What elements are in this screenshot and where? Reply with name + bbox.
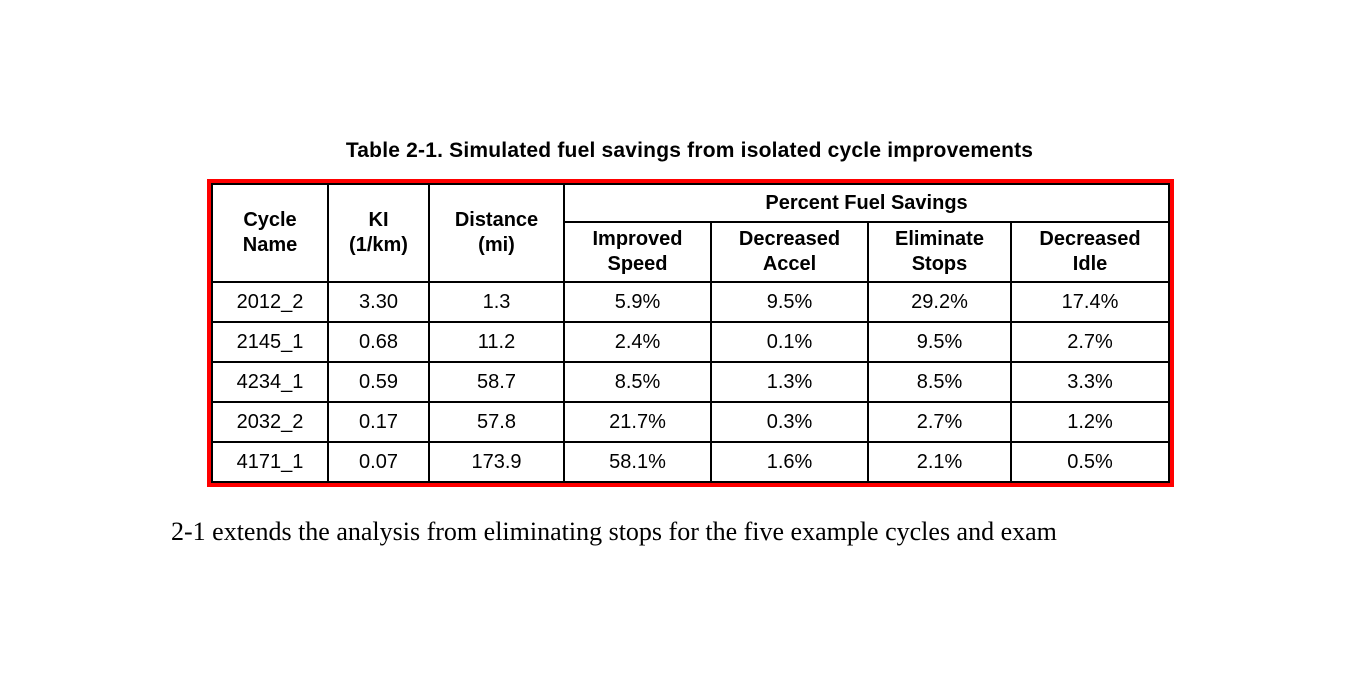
table-header-row-group: Cycle Name KI (1/km) Distance (mi) Perce… (211, 183, 1171, 283)
cell-ki: 0.68 (327, 321, 430, 363)
cell-distance: 58.7 (428, 361, 565, 403)
cell-eliminate-stops: 8.5% (867, 361, 1012, 403)
table-caption: Table 2-1. Simulated fuel savings from i… (345, 139, 1034, 162)
cell-decreased-accel: 1.6% (710, 441, 869, 483)
header-cell-percent-fuel-savings: Percent Fuel Savings (562, 183, 1171, 223)
table-header: Cycle Name KI (1/km) Distance (mi) Perce… (211, 183, 1171, 283)
cell-decreased-accel: 0.3% (710, 401, 869, 443)
cell-eliminate-stops: 2.7% (867, 401, 1012, 443)
header-cell-ki: KI (1/km) (327, 183, 430, 283)
cell-ki: 0.07 (327, 441, 430, 483)
cell-cycle-name: 2145_1 (211, 321, 329, 363)
paragraph-text: 2-1 extends the analysis from eliminatin… (171, 517, 1057, 546)
table-row: 2032_2 0.17 57.8 21.7% 0.3% 2.7% 1.2% (211, 401, 1171, 443)
header-cell-improved-speed: Improved Speed (563, 221, 712, 283)
fuel-savings-table: Cycle Name KI (1/km) Distance (mi) Perce… (211, 183, 1171, 483)
cell-decreased-accel: 1.3% (710, 361, 869, 403)
table-header-row-sub: Improved Speed Decreased Accel Eliminate… (212, 221, 1171, 283)
cell-decreased-idle: 0.5% (1009, 441, 1171, 483)
table-body: 2012_2 3.30 1.3 5.9% 9.5% 29.2% 17.4% 21… (211, 281, 1171, 483)
header-cell-eliminate-stops: Eliminate Stops (867, 221, 1012, 283)
cell-cycle-name: 2012_2 (211, 281, 329, 323)
table-row: 2012_2 3.30 1.3 5.9% 9.5% 29.2% 17.4% (211, 281, 1171, 323)
cell-eliminate-stops: 29.2% (867, 281, 1012, 323)
header-cell-distance: Distance (mi) (428, 183, 565, 283)
cell-ki: 0.59 (327, 361, 430, 403)
cell-improved-speed: 21.7% (563, 401, 712, 443)
cell-distance: 11.2 (428, 321, 565, 363)
table-row: 2145_1 0.68 11.2 2.4% 0.1% 9.5% 2.7% (211, 321, 1171, 363)
cell-ki: 3.30 (327, 281, 430, 323)
cell-decreased-idle: 2.7% (1009, 321, 1171, 363)
table-red-frame: Cycle Name KI (1/km) Distance (mi) Perce… (207, 179, 1175, 487)
cell-decreased-idle: 3.3% (1009, 361, 1171, 403)
cell-improved-speed: 5.9% (563, 281, 712, 323)
cell-decreased-idle: 17.4% (1009, 281, 1171, 323)
cell-distance: 1.3 (428, 281, 565, 323)
table-row: 4171_1 0.07 173.9 58.1% 1.6% 2.1% 0.5% (211, 441, 1171, 483)
cell-improved-speed: 58.1% (563, 441, 712, 483)
cell-improved-speed: 2.4% (563, 321, 712, 363)
cell-cycle-name: 2032_2 (211, 401, 329, 443)
cell-ki: 0.17 (327, 401, 430, 443)
cell-distance: 57.8 (428, 401, 565, 443)
header-cell-decreased-accel: Decreased Accel (710, 221, 869, 283)
cell-eliminate-stops: 2.1% (867, 441, 1012, 483)
cell-eliminate-stops: 9.5% (867, 321, 1012, 363)
header-cell-decreased-idle: Decreased Idle (1009, 221, 1171, 283)
cell-improved-speed: 8.5% (563, 361, 712, 403)
cell-decreased-accel: 9.5% (710, 281, 869, 323)
header-cell-cycle-name: Cycle Name (211, 183, 329, 283)
cell-decreased-idle: 1.2% (1009, 401, 1171, 443)
cell-decreased-accel: 0.1% (710, 321, 869, 363)
cell-distance: 173.9 (428, 441, 565, 483)
cell-cycle-name: 4171_1 (211, 441, 329, 483)
cell-cycle-name: 4234_1 (211, 361, 329, 403)
table-row: 4234_1 0.59 58.7 8.5% 1.3% 8.5% 3.3% (211, 361, 1171, 403)
